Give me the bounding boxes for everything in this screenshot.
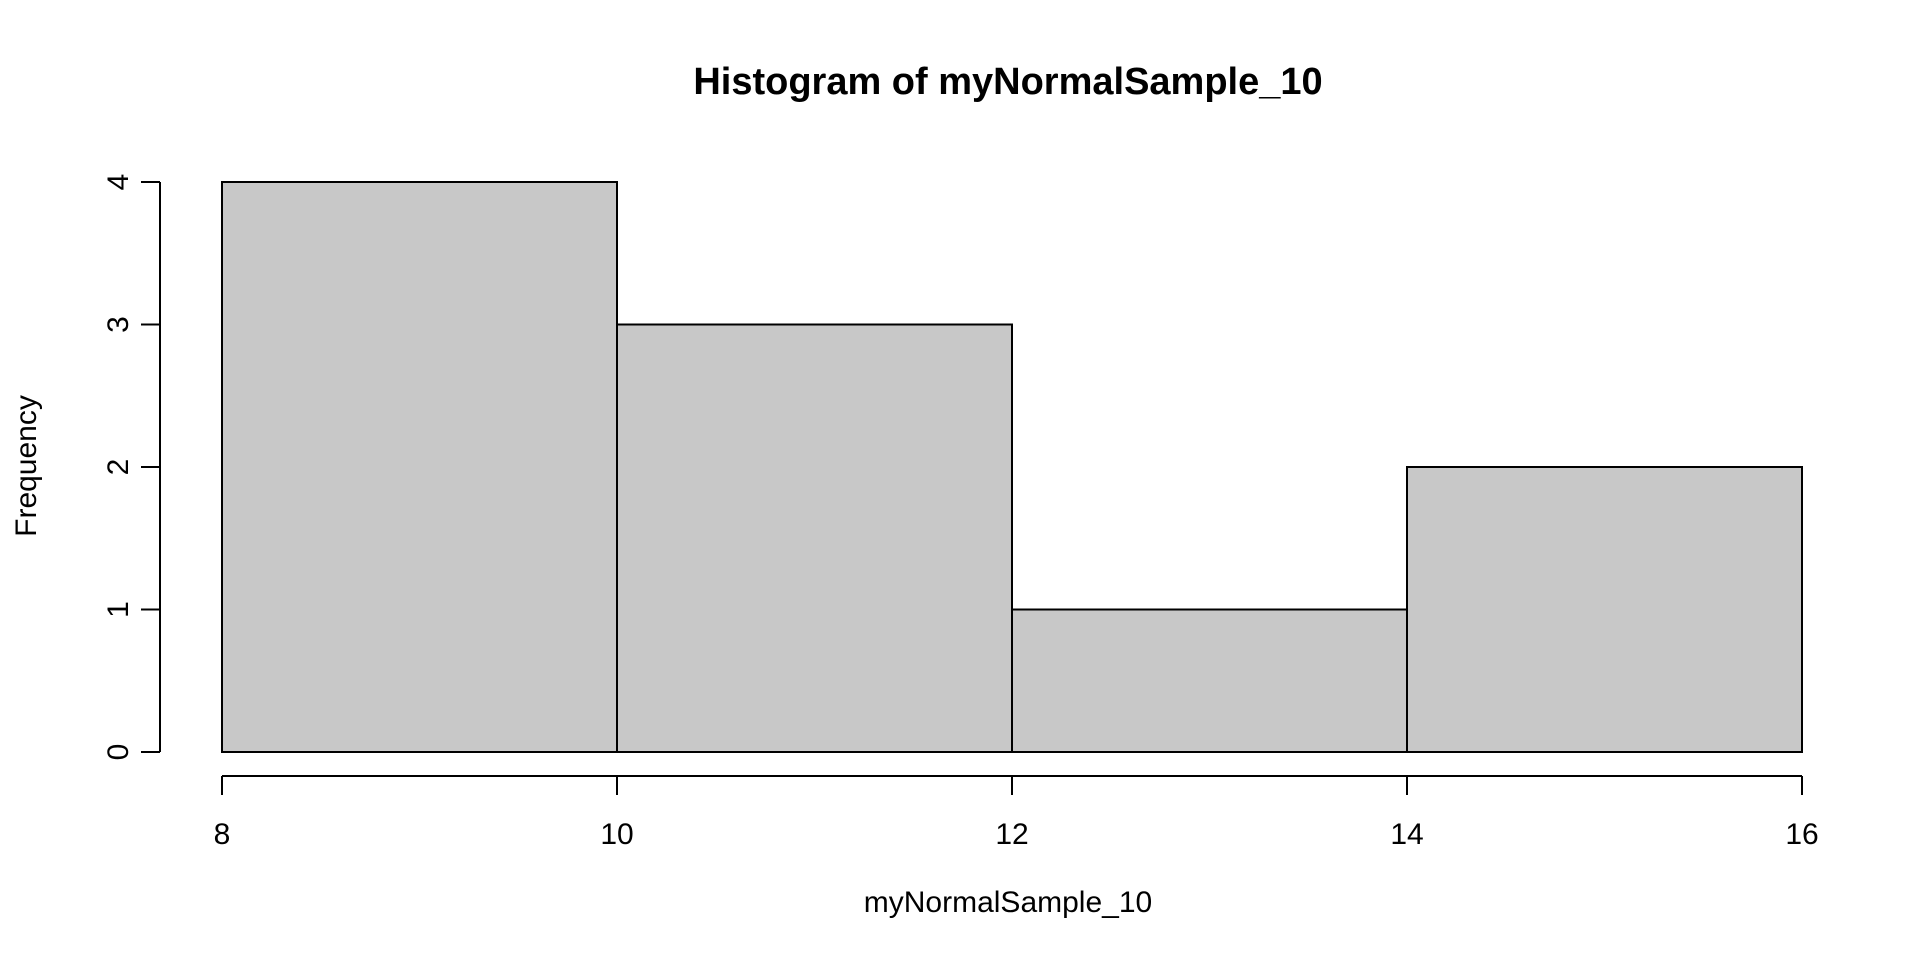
x-tick-label: 8 <box>214 818 231 851</box>
y-axis-ticks: 0 1 2 3 4 <box>102 174 160 761</box>
y-tick-label: 2 <box>102 459 135 476</box>
x-tick-label: 12 <box>995 818 1028 851</box>
histogram-bar-4 <box>1406 466 1803 753</box>
y-tick-label: 0 <box>102 744 135 761</box>
y-tick-label: 3 <box>102 316 135 333</box>
x-axis-label: myNormalSample_10 <box>864 886 1152 919</box>
y-tick-label: 4 <box>102 174 135 191</box>
bars-group <box>221 181 1803 753</box>
chart-title: Histogram of myNormalSample_10 <box>693 61 1322 103</box>
x-tick-label: 16 <box>1785 818 1818 851</box>
x-axis-ticks: 8 10 12 14 16 <box>214 776 1819 851</box>
histogram-bar-1 <box>221 181 618 753</box>
y-axis-label: Frequency <box>10 395 43 537</box>
y-tick-label: 1 <box>102 601 135 618</box>
x-tick-label: 10 <box>600 818 633 851</box>
histogram-bar-2 <box>616 323 1013 753</box>
histogram-bar-3 <box>1011 608 1408 753</box>
x-tick-label: 14 <box>1390 818 1423 851</box>
